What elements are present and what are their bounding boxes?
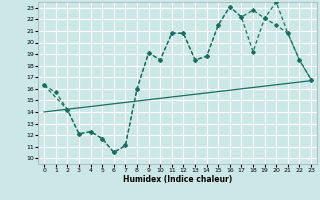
X-axis label: Humidex (Indice chaleur): Humidex (Indice chaleur)	[123, 175, 232, 184]
